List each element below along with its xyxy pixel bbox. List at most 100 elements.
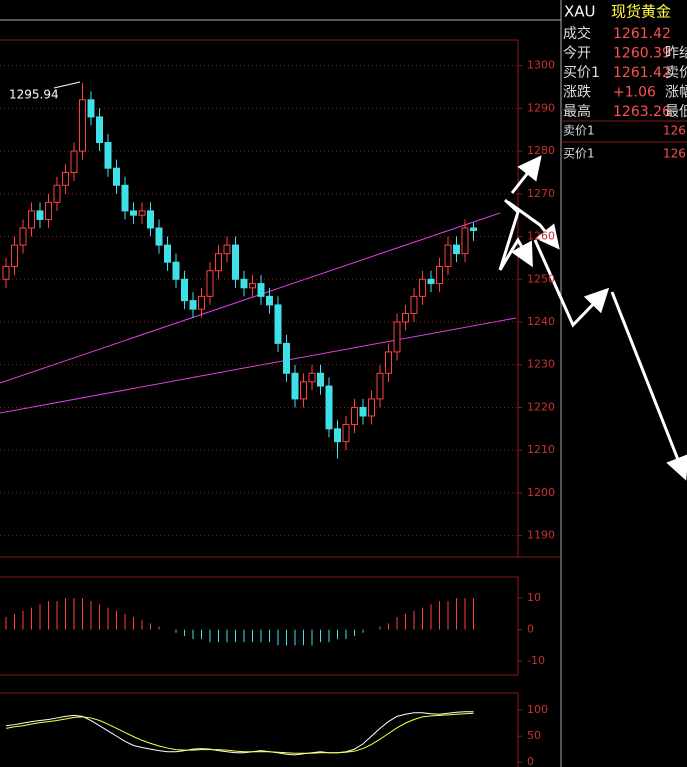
candle-body bbox=[461, 227, 469, 255]
y-tick-label: 1240 bbox=[527, 315, 555, 328]
y-tick-label: 1260 bbox=[527, 230, 555, 243]
candle-body bbox=[427, 278, 435, 285]
candle-body bbox=[45, 201, 52, 220]
y-tick-label: 0 bbox=[527, 623, 534, 636]
candle-body bbox=[257, 283, 265, 297]
quote-label: 涨跌 bbox=[563, 85, 591, 101]
candle-body bbox=[36, 210, 44, 220]
candle-body bbox=[2, 265, 10, 280]
quote-value: 1260.39 bbox=[613, 46, 671, 62]
candle-body bbox=[410, 295, 418, 314]
order-value: 1261 bbox=[663, 147, 687, 161]
y-tick-label: 1290 bbox=[527, 101, 555, 114]
quote-label: 涨幅 bbox=[665, 85, 687, 101]
quote-label: 最高 bbox=[563, 103, 591, 120]
candle-body bbox=[393, 321, 401, 353]
y-tick-label: 10 bbox=[527, 591, 541, 604]
quote-label: 今开 bbox=[563, 46, 591, 62]
candle-body bbox=[368, 398, 375, 417]
y-tick-label: 1190 bbox=[527, 529, 555, 542]
candle-body bbox=[155, 227, 163, 246]
candle-body bbox=[215, 253, 222, 272]
candle-body bbox=[334, 428, 341, 443]
candle-body bbox=[223, 244, 231, 255]
candle-body bbox=[283, 342, 290, 374]
candle-body bbox=[53, 184, 61, 203]
peak-annotation: 1295.94 bbox=[9, 88, 59, 102]
quote-value: +1.06 bbox=[613, 85, 656, 101]
candle-body bbox=[28, 210, 35, 229]
candle-body bbox=[436, 265, 443, 285]
candle-body bbox=[113, 167, 120, 186]
candle-body bbox=[240, 278, 248, 289]
quote-label: 最低 bbox=[665, 104, 687, 120]
candle-body bbox=[147, 210, 154, 229]
y-tick-label: 1270 bbox=[527, 187, 555, 200]
y-tick-label: 1300 bbox=[527, 59, 555, 72]
candle-body bbox=[96, 116, 103, 144]
candle-body bbox=[121, 184, 129, 212]
y-tick-label: 1280 bbox=[527, 144, 555, 157]
quote-label: 买价1 bbox=[563, 65, 600, 81]
trend-lines bbox=[0, 212, 517, 414]
candle-body bbox=[172, 261, 180, 280]
quote-label: 卖价 bbox=[665, 65, 687, 81]
indicator-line bbox=[5, 712, 474, 754]
candle-body bbox=[419, 278, 426, 297]
candle-body bbox=[79, 99, 86, 152]
candle-body bbox=[342, 424, 350, 443]
indicator-line bbox=[5, 711, 474, 756]
candle-body bbox=[104, 142, 112, 169]
candle-body bbox=[444, 244, 452, 267]
candle-body bbox=[291, 372, 299, 400]
forecast-arrows bbox=[498, 155, 687, 481]
candle-body bbox=[359, 406, 367, 417]
candle-body bbox=[181, 278, 188, 302]
quote-value: 1261.42 bbox=[613, 65, 671, 81]
symbol-name: 现货黄金 bbox=[611, 3, 671, 21]
y-tick-label: -10 bbox=[527, 654, 545, 667]
y-tick-label: 0 bbox=[527, 755, 534, 767]
candle-body bbox=[249, 283, 256, 289]
candle-body bbox=[138, 210, 146, 216]
candle-body bbox=[308, 372, 316, 383]
y-tick-label: 1250 bbox=[527, 272, 555, 285]
candle-body bbox=[206, 270, 214, 297]
candle-body bbox=[266, 295, 273, 306]
y-tick-label: 1210 bbox=[527, 443, 555, 456]
quote-label: 昨结 bbox=[665, 46, 687, 62]
symbol: XAU bbox=[564, 3, 596, 21]
candle-body bbox=[164, 244, 171, 263]
candle-body bbox=[351, 406, 358, 426]
candle-body bbox=[189, 300, 197, 310]
candle-body bbox=[376, 372, 384, 400]
candle-body bbox=[470, 227, 477, 231]
candle-body bbox=[317, 372, 324, 387]
quote-label: 成交 bbox=[563, 25, 591, 42]
candle-body bbox=[11, 244, 18, 267]
quote-value: 1261.42 bbox=[613, 26, 671, 42]
y-tick-label: 1220 bbox=[527, 400, 555, 413]
candle-body bbox=[402, 312, 409, 323]
candle-body bbox=[385, 351, 392, 374]
candle-body bbox=[62, 171, 69, 186]
candle-body bbox=[19, 227, 27, 246]
order-value: 1261 bbox=[663, 124, 687, 138]
candle-body bbox=[300, 381, 307, 400]
order-label: 买价1 bbox=[563, 147, 595, 161]
candle-body bbox=[453, 244, 460, 255]
y-tick-label: 100 bbox=[527, 703, 548, 716]
y-tick-label: 1200 bbox=[527, 486, 555, 499]
candle-body bbox=[232, 244, 239, 280]
candle-body bbox=[325, 385, 333, 430]
candle-body bbox=[87, 99, 95, 118]
candle-body bbox=[70, 150, 78, 173]
candle-body bbox=[274, 304, 282, 344]
y-tick-label: 1230 bbox=[527, 358, 555, 371]
order-label: 卖价1 bbox=[563, 124, 595, 138]
annotation-leader bbox=[53, 81, 81, 89]
